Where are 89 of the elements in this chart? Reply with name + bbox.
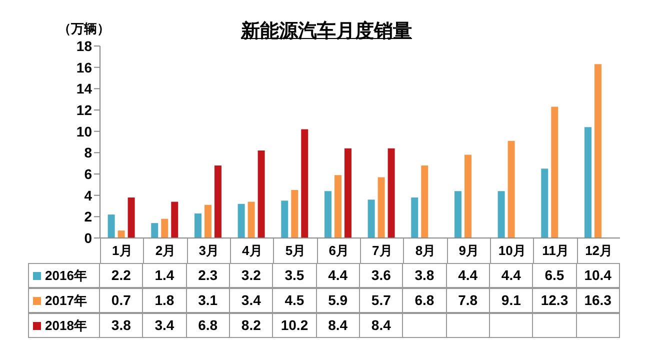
data-label: 3.6	[360, 263, 404, 288]
y-tick-label: 2	[84, 208, 92, 225]
x-tick-label: 9月	[446, 238, 490, 263]
bar	[214, 165, 222, 238]
x-tick-label: 3月	[186, 238, 230, 263]
x-tick-label: 4月	[230, 238, 274, 263]
y-tick-label: 8	[84, 144, 92, 161]
x-tick-label: 7月	[360, 238, 404, 263]
bar	[498, 191, 505, 238]
bar	[194, 213, 202, 238]
bar	[368, 200, 375, 238]
bar	[291, 190, 298, 238]
data-label: 0.7	[100, 288, 144, 313]
bar	[551, 106, 558, 238]
data-label: 4.4	[316, 263, 360, 288]
bar	[118, 230, 125, 238]
bar	[464, 154, 472, 238]
data-label: 6.5	[533, 263, 577, 288]
data-label: 6.8	[186, 313, 230, 338]
bar	[171, 202, 178, 238]
data-label: 3.8	[403, 263, 447, 288]
y-tick-label: 10	[76, 123, 92, 140]
bar	[258, 150, 265, 238]
data-label: 7.8	[446, 288, 490, 313]
data-label: 2.2	[100, 263, 144, 288]
data-label: 5.9	[316, 288, 360, 313]
bar	[421, 165, 428, 238]
data-label: 10.4	[576, 263, 620, 288]
data-label: 2.3	[186, 263, 230, 288]
bar	[128, 197, 135, 238]
bar	[108, 214, 115, 238]
y-tick-label: 14	[76, 80, 92, 97]
bar	[238, 204, 245, 238]
data-label: 8.4	[360, 313, 404, 338]
data-label: 4.4	[446, 263, 490, 288]
data-label: 3.8	[100, 313, 144, 338]
data-label: 3.1	[186, 288, 230, 313]
x-tick-label: 6月	[316, 238, 360, 263]
legend-label: 2018年	[45, 316, 87, 334]
data-label: 3.4	[143, 313, 187, 338]
bar	[411, 197, 418, 238]
y-tick-label: 18	[76, 38, 92, 54]
x-tick-label: 12月	[576, 238, 620, 263]
x-tick-label: 10月	[490, 238, 534, 263]
bar	[334, 175, 342, 238]
data-label: 3.2	[230, 263, 274, 288]
y-axis-title: （万辆）	[58, 20, 110, 38]
data-label: 1.4	[143, 263, 187, 288]
data-label: 1.8	[143, 288, 187, 313]
x-tick-label: 8月	[403, 238, 447, 263]
bar	[204, 204, 212, 238]
bar	[388, 148, 395, 238]
data-label: 8.4	[316, 313, 360, 338]
x-tick-label: 1月	[100, 238, 144, 263]
bar	[541, 168, 548, 238]
data-label: 6.8	[403, 288, 447, 313]
bar	[324, 191, 332, 238]
bar	[454, 191, 462, 238]
bar	[248, 202, 255, 238]
data-label: 8.2	[230, 313, 274, 338]
data-label: 3.4	[230, 288, 274, 313]
bar	[301, 129, 308, 238]
y-tick-label: 12	[76, 102, 92, 118]
x-tick-label: 11月	[533, 238, 577, 263]
chart-title: 新能源汽车月度销量	[241, 21, 412, 42]
bar	[161, 218, 168, 238]
data-label: 9.1	[490, 288, 534, 313]
bar	[508, 140, 515, 238]
legend-label: 2016年	[45, 266, 87, 284]
x-tick-label: 5月	[273, 238, 317, 263]
data-label: 10.2	[273, 313, 317, 338]
data-label: 5.7	[360, 288, 404, 313]
data-label: 4.4	[490, 263, 534, 288]
x-tick-label: 2月	[143, 238, 187, 263]
y-tick-label: 16	[76, 59, 92, 76]
data-label: 12.3	[533, 288, 577, 313]
legend-label: 2017年	[45, 292, 87, 310]
data-label: 4.5	[273, 288, 317, 313]
bar	[594, 64, 602, 238]
y-tick-label: 6	[84, 166, 92, 182]
data-label: 3.5	[273, 263, 317, 288]
bar	[281, 200, 288, 238]
y-tick-label: 0	[84, 230, 92, 246]
bar	[378, 177, 385, 238]
bar	[151, 223, 158, 238]
bar	[584, 127, 592, 238]
bar	[344, 148, 352, 238]
data-label: 16.3	[576, 288, 620, 313]
y-tick-label: 4	[84, 187, 92, 204]
